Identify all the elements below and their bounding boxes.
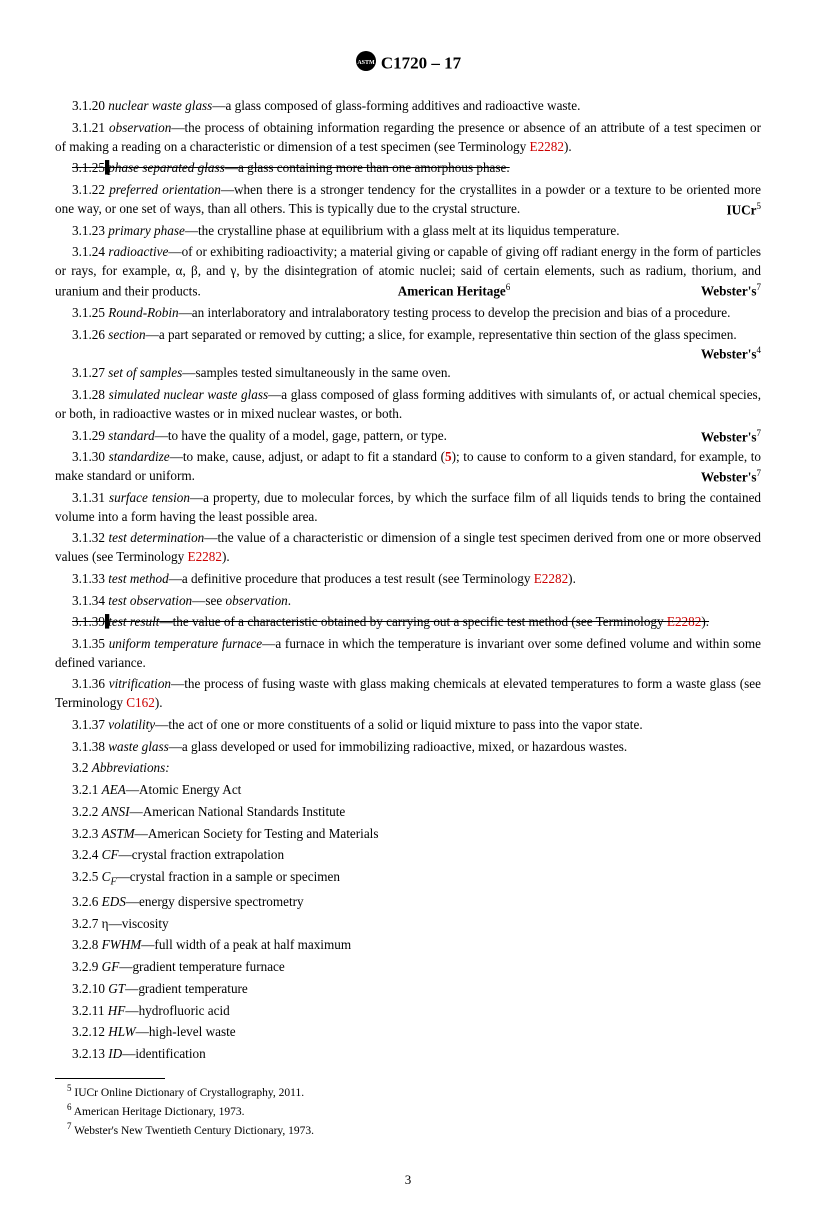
source-citation: Webster's7 (684, 427, 761, 447)
definition-entry: 3.1.28 simulated nuclear waste glass—a g… (55, 386, 761, 423)
ref-link[interactable]: E2282 (530, 139, 564, 154)
abbrev-entry: 3.2.11 HF—hydrofluoric acid (55, 1002, 761, 1021)
definition-entry: 3.1.35 uniform temperature furnace—a fur… (55, 635, 761, 672)
svg-text:ASTM: ASTM (357, 60, 375, 66)
source-citation: IUCr5 (709, 200, 761, 220)
abbrev-entry: 3.2.2 ANSI—American National Standards I… (55, 803, 761, 822)
definition-entry: 3.1.24 radioactive—of or exhibiting radi… (55, 243, 761, 301)
definition-entry: 3.1.23 primary phase—the crystalline pha… (55, 222, 761, 241)
source-citation: American Heritage6 (381, 281, 511, 301)
designation: C1720 – 17 (381, 53, 461, 72)
abbrev-entry: 3.2.9 GF—gradient temperature furnace (55, 958, 761, 977)
ref-link[interactable]: E2282 (188, 549, 222, 564)
source-citation: Webster's4 (684, 344, 761, 364)
source-citation: Webster's7 (684, 281, 761, 301)
definition-entry: 3.1.30 standardize—to make, cause, adjus… (55, 448, 761, 485)
definition-entry: 3.1.22 preferred orientation—when there … (55, 181, 761, 218)
definition-entry: 3.1.26 section—a part separated or remov… (55, 326, 761, 345)
definition-entry: 3.1.31 surface tension—a property, due t… (55, 489, 761, 526)
page-header: ASTM C1720 – 17 (55, 50, 761, 79)
footnote-separator (55, 1078, 165, 1079)
definition-entry: 3.1.20 nuclear waste glass—a glass compo… (55, 97, 761, 116)
abbrev-entry: 3.2.7 η—viscosity (55, 915, 761, 934)
abbrev-entry: 3.2.8 FWHM—full width of a peak at half … (55, 936, 761, 955)
abbrev-entry: 3.2.4 CF—crystal fraction extrapolation (55, 846, 761, 865)
definition-entry: 3.1.27 set of samples—samples tested sim… (55, 364, 761, 383)
abbrev-entry: 3.2.13 ID—identification (55, 1045, 761, 1064)
ref-link[interactable]: 5 (445, 449, 452, 464)
definition-entry: 3.1.37 volatility—the act of one or more… (55, 716, 761, 735)
change-bar-icon: ▌ (88, 159, 114, 176)
definition-entry: 3.1.32 test determination—the value of a… (55, 529, 761, 566)
definition-entry: 3.1.29 standard—to have the quality of a… (55, 427, 761, 446)
change-bar-icon: ▌ (88, 613, 114, 630)
abbrev-entry: 3.2.3 ASTM—American Society for Testing … (55, 825, 761, 844)
definition-entry: 3.1.33 test method—a definitive procedur… (55, 570, 761, 589)
source-citation: Webster's7 (684, 467, 761, 487)
definition-entry-struck: ▌3.1.25 phase separated glass—a glass co… (55, 159, 761, 178)
definition-entry-struck: ▌3.1.39 test result—the value of a chara… (55, 613, 761, 632)
abbrev-entry: 3.2.10 GT—gradient temperature (55, 980, 761, 999)
definition-entry: 3.1.34 test observation—see observation. (55, 592, 761, 611)
footnote: 6 American Heritage Dictionary, 1973. (55, 1101, 761, 1120)
definition-entry: 3.1.38 waste glass—a glass developed or … (55, 738, 761, 757)
definition-entry: 3.1.21 observation—the process of obtain… (55, 119, 761, 156)
abbrev-entry: 3.2.6 EDS—energy dispersive spectrometry (55, 893, 761, 912)
abbreviations-heading: 3.2 Abbreviations: (55, 759, 761, 778)
footnote: 7 Webster's New Twentieth Century Dictio… (55, 1120, 761, 1139)
abbrev-entry: 3.2.12 HLW—high-level waste (55, 1023, 761, 1042)
astm-logo: ASTM (355, 50, 377, 79)
footnote: 5 IUCr Online Dictionary of Crystallogra… (55, 1082, 761, 1101)
ref-link[interactable]: C162 (126, 695, 155, 710)
abbrev-entry: 3.2.1 AEA—Atomic Energy Act (55, 781, 761, 800)
page-number: 3 (55, 1171, 761, 1189)
ref-link[interactable]: E2282 (534, 571, 568, 586)
definition-entry: 3.1.36 vitrification—the process of fusi… (55, 675, 761, 712)
abbrev-entry: 3.2.5 CF—crystal fraction in a sample or… (55, 868, 761, 890)
definition-entry: 3.1.25 Round-Robin—an interlaboratory an… (55, 304, 761, 323)
